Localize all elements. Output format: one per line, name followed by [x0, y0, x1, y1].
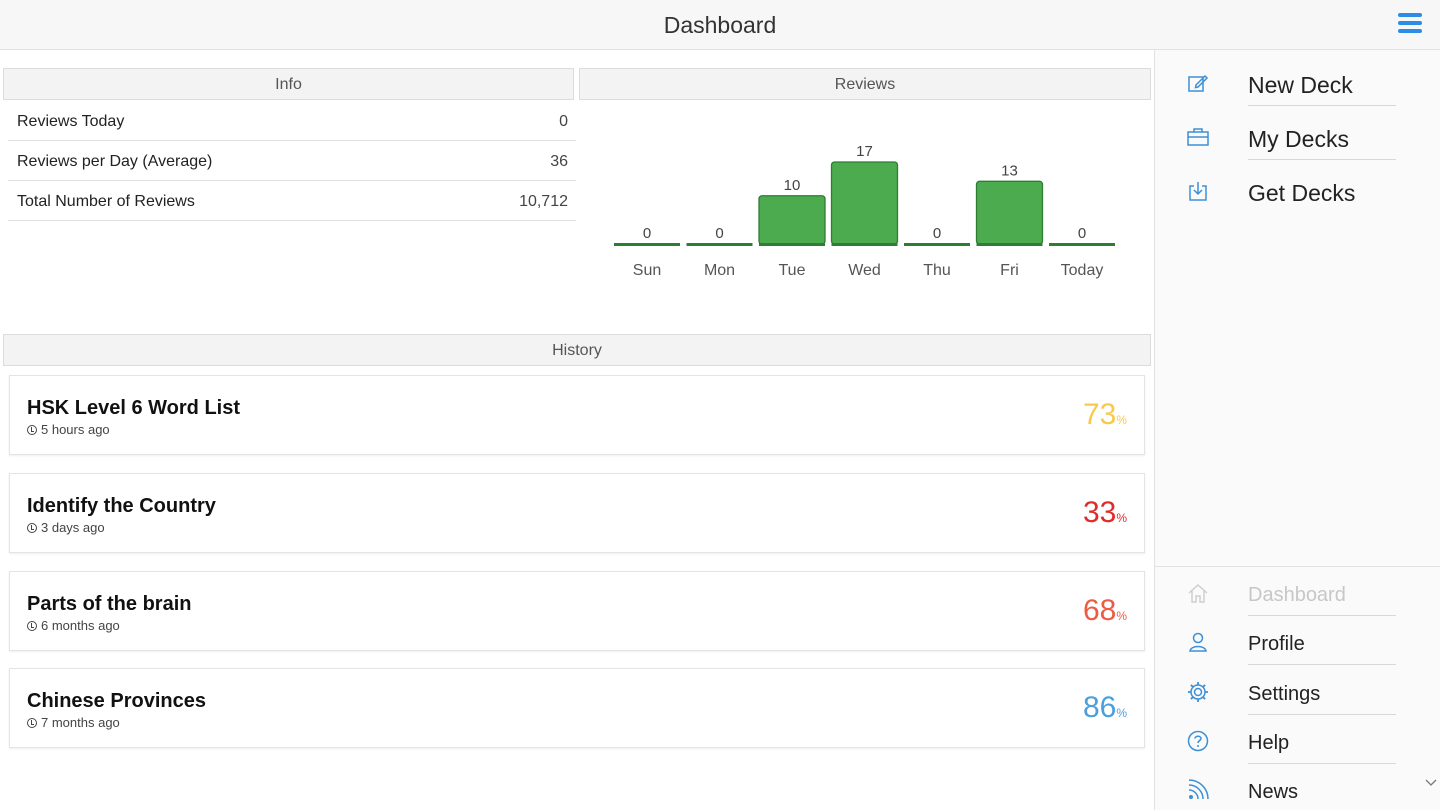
clock-icon: [27, 620, 37, 631]
rss-icon: [1188, 779, 1209, 800]
chart-data-label: 0: [643, 225, 651, 242]
chart-data-label: 10: [784, 177, 801, 194]
info-heading: Info: [3, 68, 574, 100]
chart-tick-label: Thu: [923, 262, 951, 279]
sidebar-item-help[interactable]: Help: [1155, 714, 1415, 764]
deck-name: Parts of the brain: [27, 593, 192, 615]
reviews-bar-chart: 0 Sun 0 Mon 10 Tue 17 Wed 0 Thu 13 Fri 0 Today: [614, 143, 1115, 279]
last-studied-time: 6 months ago: [41, 618, 120, 633]
sidebar-item-settings[interactable]: Settings: [1155, 665, 1415, 715]
chart-tick-label: Wed: [848, 262, 881, 279]
clock-icon: [27, 717, 37, 728]
sidebar-item-my-decks[interactable]: My Decks: [1155, 110, 1415, 160]
last-studied-time: 3 days ago: [41, 520, 105, 535]
chart-tick-label: Fri: [1000, 262, 1019, 279]
chart-bar-baseline: [831, 243, 898, 246]
top-bar: Dashboard: [0, 0, 1440, 50]
chart-bar-baseline: [759, 243, 825, 246]
info-value: 36: [550, 153, 568, 170]
score-percent: 86%: [1082, 691, 1127, 724]
history-card[interactable]: Parts of the brain 6 months ago 68%: [9, 571, 1145, 651]
divider: [1248, 615, 1396, 616]
chart-data-label: 13: [1001, 162, 1018, 179]
sidebar: New Deck My Decks Get Decks Dashboard Pr…: [1154, 50, 1440, 810]
divider: [1248, 714, 1396, 715]
chart-data-label: 0: [1078, 225, 1086, 242]
info-value: 10,712: [519, 193, 568, 210]
sidebar-item-label: New Deck: [1248, 72, 1353, 98]
sidebar-item-get-decks[interactable]: Get Decks: [1155, 164, 1415, 214]
last-studied-time: 5 hours ago: [41, 422, 110, 437]
page-title: Dashboard: [663, 12, 777, 38]
chart-bar-baseline: [686, 243, 753, 246]
chart-tick-label: Mon: [704, 262, 735, 279]
sidebar-item-label: Get Decks: [1248, 180, 1356, 206]
sidebar-item-news[interactable]: News: [1155, 763, 1415, 810]
briefcase-icon: [1187, 128, 1209, 146]
sidebar-item-label: My Decks: [1248, 126, 1349, 152]
score-percent: 68%: [1082, 594, 1127, 627]
info-label: Total Number of Reviews: [17, 193, 195, 210]
info-value: 0: [559, 113, 568, 130]
chart-tick-label: Today: [1061, 262, 1104, 279]
last-studied-time: 7 months ago: [41, 715, 120, 730]
chart-tick-label: Sun: [633, 262, 661, 279]
sidebar-item-label: Profile: [1248, 633, 1305, 655]
divider: [1248, 105, 1396, 106]
edit-icon: [1188, 74, 1209, 92]
info-label: Reviews per Day (Average): [17, 153, 213, 170]
gear-icon: [1188, 682, 1208, 702]
sidebar-item-new-deck[interactable]: New Deck: [1155, 56, 1415, 106]
user-icon: [1189, 632, 1207, 652]
download-icon: [1189, 182, 1207, 201]
score-percent: 33%: [1082, 496, 1127, 529]
history-heading: History: [3, 334, 1151, 366]
sidebar-item-label: Settings: [1248, 683, 1321, 705]
chart-bar: [830, 161, 899, 245]
sidebar-item-profile[interactable]: Profile: [1155, 615, 1415, 665]
sidebar-item-label: Help: [1248, 732, 1290, 754]
chart-bar-baseline: [1049, 243, 1115, 246]
history-card[interactable]: HSK Level 6 Word List 5 hours ago 73%: [9, 375, 1145, 455]
sidebar-item-label: Dashboard: [1248, 584, 1346, 606]
divider: [1248, 664, 1396, 665]
divider: [1248, 763, 1396, 764]
clock-icon: [27, 424, 37, 435]
chart-data-label: 17: [856, 143, 873, 160]
chart-bar: [758, 195, 826, 245]
info-row-total-reviews: Total Number of Reviews 10,712: [8, 181, 576, 221]
sidebar-item-dashboard: Dashboard: [1155, 566, 1415, 616]
help-icon: [1187, 730, 1209, 752]
chevron-down-icon[interactable]: [1424, 776, 1438, 790]
deck-name: Identify the Country: [27, 495, 216, 517]
divider: [1248, 159, 1396, 160]
sidebar-item-label: News: [1248, 781, 1299, 803]
home-icon: [1188, 583, 1208, 603]
info-label: Reviews Today: [17, 113, 125, 130]
chart-bar-baseline: [976, 243, 1043, 246]
history-card[interactable]: Identify the Country 3 days ago 33%: [9, 473, 1145, 553]
chart-tick-label: Tue: [779, 262, 806, 279]
reviews-heading: Reviews: [579, 68, 1151, 100]
score-percent: 73%: [1082, 398, 1127, 431]
chart-data-label: 0: [933, 225, 941, 242]
chart-bar-baseline: [614, 243, 680, 246]
info-row-reviews-per-day: Reviews per Day (Average) 36: [8, 141, 576, 181]
chart-bar: [975, 180, 1044, 245]
deck-name: HSK Level 6 Word List: [27, 397, 241, 419]
sidebar-divider: [1155, 566, 1440, 567]
hamburger-menu-icon[interactable]: [1398, 13, 1424, 37]
chart-bar-baseline: [904, 243, 970, 246]
clock-icon: [27, 522, 37, 533]
history-card[interactable]: Chinese Provinces 7 months ago 86%: [9, 668, 1145, 748]
chart-data-label: 0: [715, 225, 723, 242]
info-row-reviews-today: Reviews Today 0: [8, 101, 576, 141]
deck-name: Chinese Provinces: [27, 690, 206, 712]
